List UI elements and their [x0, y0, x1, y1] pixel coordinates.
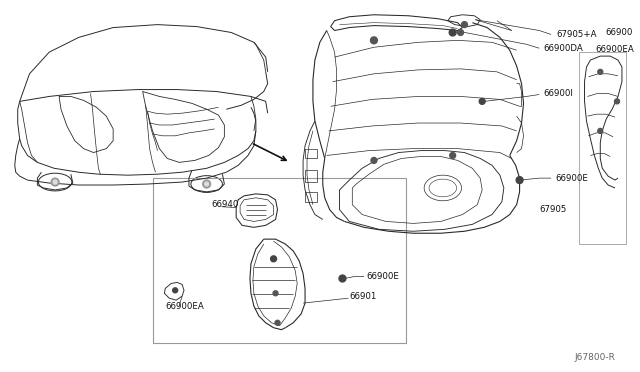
Circle shape — [371, 157, 377, 163]
Circle shape — [173, 288, 178, 293]
Circle shape — [271, 256, 276, 262]
Circle shape — [461, 22, 467, 28]
Circle shape — [516, 177, 523, 183]
Circle shape — [371, 37, 378, 44]
Circle shape — [598, 70, 603, 74]
Bar — [579, 52, 626, 244]
Circle shape — [273, 291, 278, 296]
Circle shape — [598, 128, 603, 133]
Text: 66900E: 66900E — [555, 174, 588, 183]
Circle shape — [205, 182, 209, 186]
Circle shape — [203, 180, 211, 188]
Circle shape — [450, 153, 456, 158]
Text: 66900I: 66900I — [543, 89, 573, 98]
Bar — [152, 178, 406, 343]
Text: 66900DA: 66900DA — [543, 44, 583, 53]
Text: 66900: 66900 — [605, 28, 632, 37]
Circle shape — [53, 180, 57, 184]
Circle shape — [275, 320, 280, 325]
Text: J67800-R: J67800-R — [574, 353, 615, 362]
Text: 67905: 67905 — [540, 205, 566, 214]
Text: 66900E: 66900E — [366, 272, 399, 281]
Circle shape — [614, 99, 620, 104]
Circle shape — [449, 29, 456, 36]
Circle shape — [479, 99, 485, 104]
Text: 66901: 66901 — [349, 292, 377, 301]
Text: 66900EA: 66900EA — [165, 302, 204, 311]
Text: 66900EA: 66900EA — [595, 45, 634, 54]
Text: 66940: 66940 — [212, 200, 239, 209]
Circle shape — [339, 275, 346, 282]
Circle shape — [458, 29, 463, 35]
Circle shape — [51, 178, 59, 186]
Text: 67905+A: 67905+A — [556, 30, 596, 39]
